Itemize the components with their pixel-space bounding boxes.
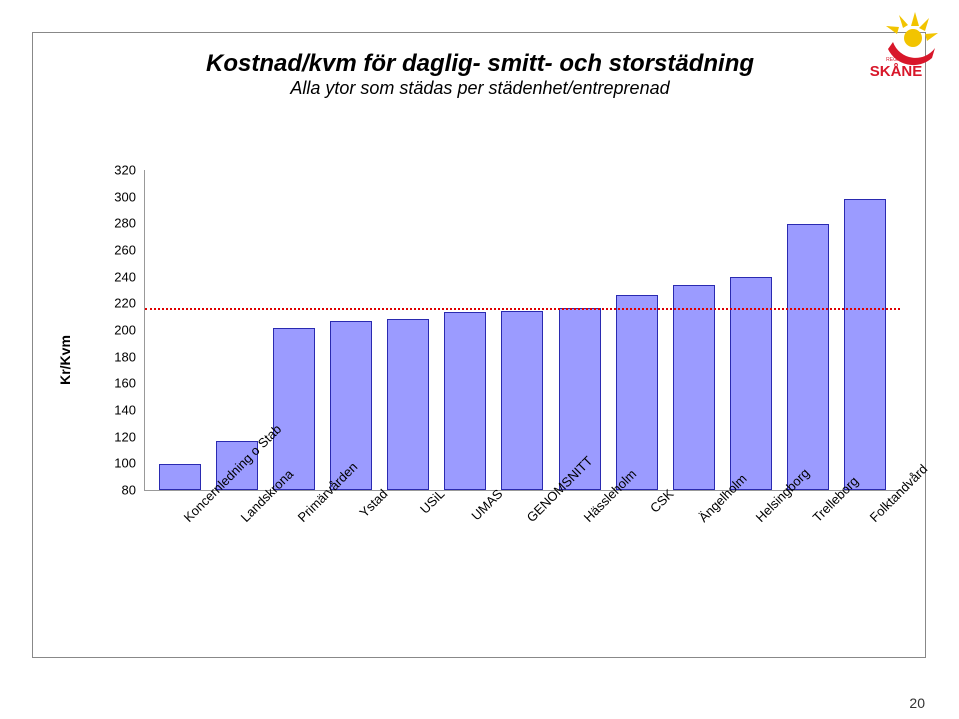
y-tick: 120 <box>100 429 136 444</box>
y-tick: 80 <box>100 483 136 498</box>
y-tick: 240 <box>100 269 136 284</box>
sun-icon <box>886 12 938 47</box>
x-labels: Koncernledning o StabLandskronaPrimärvår… <box>144 496 900 616</box>
y-ticks: 80100120140160180200220240260280300320 <box>100 170 140 490</box>
bar <box>616 295 658 490</box>
logo-brand: SKÅNE <box>870 63 923 80</box>
y-tick: 320 <box>100 163 136 178</box>
y-tick: 140 <box>100 403 136 418</box>
y-tick: 100 <box>100 456 136 471</box>
y-tick: 300 <box>100 189 136 204</box>
brand-logo: REGION SKÅNE <box>851 8 941 80</box>
reference-line <box>145 308 900 310</box>
bar <box>787 224 829 490</box>
bar-chart: Kr/Kvm 80 100 120 140 160 180 200 220 240 260 280 3… <box>60 170 900 550</box>
y-tick: 280 <box>100 216 136 231</box>
y-tick: 200 <box>100 323 136 338</box>
bar <box>844 199 886 490</box>
y-tick: 260 <box>100 243 136 258</box>
header: Kostnad/kvm för daglig- smitt- och stors… <box>100 50 860 99</box>
bar <box>444 312 486 490</box>
y-tick: 220 <box>100 296 136 311</box>
bar <box>159 464 201 490</box>
y-axis-label: Kr/Kvm <box>57 335 73 385</box>
bar <box>673 285 715 490</box>
bar <box>387 319 429 490</box>
page-number: 20 <box>909 695 925 711</box>
y-tick: 180 <box>100 349 136 364</box>
chart-title: Kostnad/kvm för daglig- smitt- och stors… <box>100 50 860 78</box>
bar <box>273 328 315 490</box>
bar <box>501 311 543 490</box>
y-tick: 160 <box>100 376 136 391</box>
chart-subtitle: Alla ytor som städas per städenhet/entre… <box>100 78 860 99</box>
